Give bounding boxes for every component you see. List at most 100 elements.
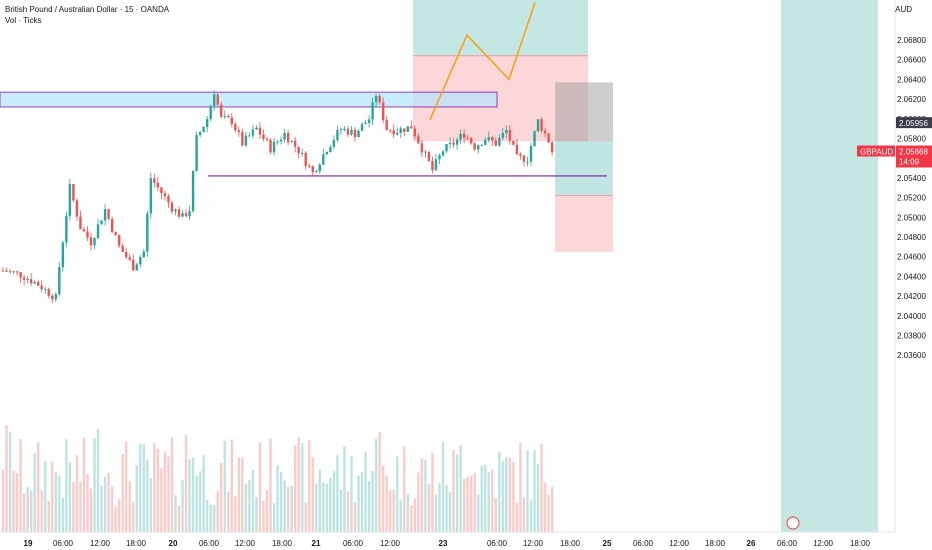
candle-body (536, 119, 540, 132)
price-tick-label: 2.06600 (897, 56, 926, 65)
volume-bar (96, 428, 100, 532)
volume-bar (114, 506, 117, 532)
candle-body (343, 128, 346, 130)
candle-body (336, 130, 339, 141)
candle-body (12, 271, 15, 273)
candle-body (188, 211, 191, 217)
candle-body (410, 126, 413, 129)
candle-body (434, 159, 438, 170)
time-tick-label: 12:00 (90, 539, 111, 548)
volume-bar (332, 470, 336, 532)
volume-bar (452, 449, 455, 532)
volume-bar (396, 456, 399, 532)
time-tick-label: 06:00 (199, 539, 220, 548)
candle-body (156, 182, 160, 188)
volume-bar (107, 472, 110, 532)
volume-bar (381, 465, 385, 532)
volume-bar (455, 454, 459, 532)
volume-bar (255, 497, 258, 532)
price-tick-label: 2.05200 (897, 194, 926, 203)
candle-body (265, 138, 269, 140)
volume-bar (336, 455, 339, 532)
candle-body (550, 142, 554, 153)
volume-bar (29, 490, 33, 532)
volume-bar (262, 500, 265, 532)
candle-body (54, 294, 57, 300)
volume-bar (244, 483, 248, 532)
volume-bar (47, 500, 50, 532)
candle-body (82, 229, 86, 232)
volume-bar (269, 438, 272, 532)
candle-body (526, 161, 529, 163)
candle-body (216, 94, 219, 105)
candle-body (385, 120, 388, 131)
currency-label[interactable]: AUD (895, 5, 912, 14)
candle-body (167, 196, 170, 203)
candle-body (462, 133, 466, 138)
candle-body (389, 130, 392, 132)
volume-bar (350, 456, 353, 532)
candle-body (258, 127, 262, 135)
volume-bar (149, 477, 153, 532)
time-tick-label: 12:00 (523, 539, 544, 548)
candle-body (181, 213, 184, 217)
future-target-zone (781, 0, 878, 532)
volume-bar (61, 497, 65, 532)
volume-bar (487, 471, 490, 532)
volume-bar (1, 469, 5, 532)
candles-layer (1, 90, 554, 304)
candle-body (86, 231, 89, 238)
candle-body (153, 178, 156, 183)
candle-body (424, 151, 427, 153)
volume-bar (343, 446, 346, 532)
volume-bar (125, 441, 128, 532)
volume-bar (543, 482, 547, 532)
candle-body (371, 102, 374, 120)
time-tick-label: 06:00 (633, 539, 654, 548)
volume-bar (184, 435, 188, 532)
volume-bar (477, 494, 480, 532)
candle-body (427, 151, 431, 161)
volume-bar (515, 502, 519, 532)
symbol-title[interactable]: British Pound / Australian Dollar · 15 ·… (5, 5, 170, 14)
volume-bar (469, 475, 473, 532)
time-tick-label: 19 (24, 539, 33, 548)
candle-body (251, 129, 255, 136)
time-tick-label: 18:00 (705, 539, 726, 548)
volume-bar (251, 470, 255, 532)
candle-body (297, 146, 300, 154)
volume-bar (54, 472, 57, 532)
volume-bar (65, 439, 68, 532)
volume-indicator-label[interactable]: Vol · Ticks (5, 16, 42, 25)
time-tick-label: 23 (439, 539, 448, 548)
volume-bar (367, 481, 371, 532)
volume-bar (357, 475, 360, 532)
time-tick-label: 12:00 (235, 539, 256, 548)
candle-body (353, 129, 357, 138)
time-tick-label: 26 (747, 539, 756, 548)
candle-body (68, 183, 72, 217)
candle-body (47, 288, 50, 296)
candle-body (315, 171, 318, 173)
volume-layer (1, 425, 554, 532)
volume-bar (529, 500, 533, 532)
volume-bar (389, 490, 392, 532)
candle-body (142, 251, 145, 258)
last-price-label: 2.05668 (899, 148, 928, 157)
volume-bar (68, 462, 72, 532)
volume-bar (304, 502, 307, 532)
volume-bar (403, 446, 406, 532)
volume-bar (86, 474, 89, 532)
price-tick-label: 2.04400 (897, 272, 926, 281)
candle-body (290, 140, 293, 143)
time-tick-label: 12:00 (669, 539, 690, 548)
volume-bar (75, 455, 79, 532)
volume-bar (431, 453, 434, 532)
volume-bar (459, 445, 462, 532)
candle-body (220, 104, 223, 117)
volume-bar (276, 465, 279, 532)
volume-bar (79, 481, 82, 532)
volume-bar (15, 472, 19, 532)
volume-bar (128, 481, 131, 532)
